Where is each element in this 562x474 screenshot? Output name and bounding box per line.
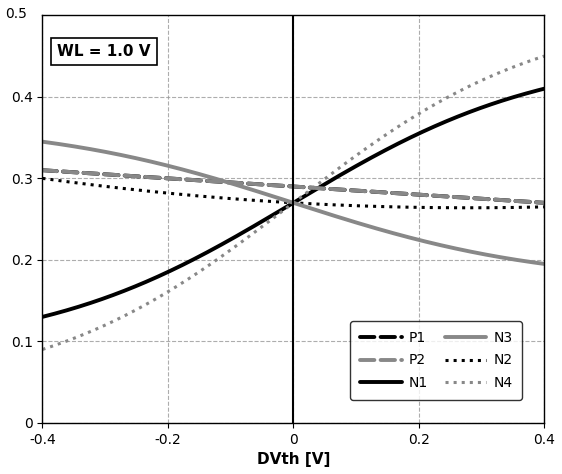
N4 [529,57,536,63]
N2 [541,204,547,210]
N4 [541,53,547,59]
P2 [311,185,318,191]
Text: WL = 1.0 V: WL = 1.0 V [57,44,151,59]
N4 [338,164,345,169]
N3 [280,197,287,202]
N4 [280,207,287,213]
N3 [529,259,536,265]
N1 [280,206,287,211]
N1 [450,116,457,121]
P1 [338,187,345,192]
N3 [277,196,284,201]
X-axis label: DVth [V]: DVth [V] [257,452,330,467]
P1 [529,199,536,205]
N3 [39,139,46,145]
P1 [280,183,287,189]
N3 [311,207,318,212]
Legend: P1, P2, N1, N3, N2, N4: P1, P2, N1, N3, N2, N4 [351,321,522,400]
N2 [338,202,345,208]
N3 [450,245,457,251]
P2 [541,200,547,206]
P1 [39,167,46,173]
Line: P2: P2 [42,170,544,203]
N3 [338,215,345,221]
P1 [541,200,547,206]
Line: P1: P1 [42,170,544,203]
P1 [450,194,457,200]
N4 [277,210,284,215]
N2 [280,200,287,205]
N1 [338,172,345,177]
N1 [277,208,284,213]
N1 [541,86,547,91]
Line: N3: N3 [42,142,544,264]
N3 [541,261,547,267]
Line: N2: N2 [42,178,544,208]
N1 [311,188,318,193]
N2 [530,204,537,210]
P1 [311,185,318,191]
N2 [311,201,318,207]
N2 [39,175,46,181]
N1 [39,314,46,319]
P2 [280,183,287,189]
N2 [465,205,472,210]
P1 [277,183,284,189]
P2 [529,199,536,205]
N1 [529,89,536,95]
Line: N1: N1 [42,89,544,317]
P2 [450,194,457,200]
N2 [450,205,457,210]
P2 [39,167,46,173]
N4 [311,184,318,190]
Line: N4: N4 [42,56,544,349]
N2 [277,199,284,205]
P2 [277,183,284,189]
N4 [39,346,46,352]
Text: 0.5: 0.5 [5,7,27,21]
P2 [338,187,345,192]
N4 [450,91,457,97]
